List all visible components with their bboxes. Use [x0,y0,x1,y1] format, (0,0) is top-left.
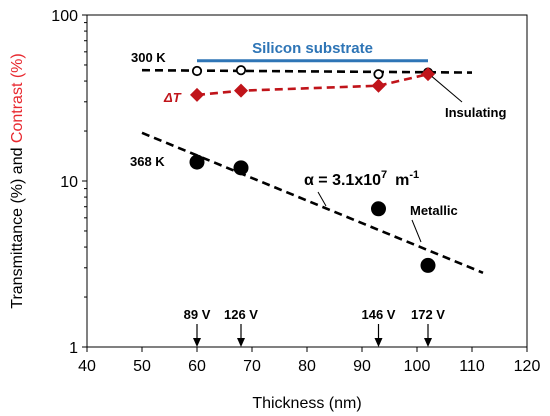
voltage-arrow-head [424,338,432,347]
-t-fit-line [196,72,429,97]
insulating-leader [431,76,463,103]
silicon-substrate-label: Silicon substrate [252,40,373,57]
x-tick-label: 60 [188,358,206,375]
point-delta-t [190,87,204,102]
voltage-markers: 89 V 126 V 146 V 172 V [184,307,445,347]
x-tick-label: 110 [459,358,485,375]
x-tick-label: 120 [514,358,541,375]
x-tick-label: 100 [404,358,431,375]
plot-points [189,65,436,273]
voltage-arrow-head [193,338,201,347]
label-368k: 368 K [130,154,165,169]
y-tick-label: 10 [60,174,78,191]
voltage-label: 126 V [224,307,258,322]
y-tick-label: 1 [69,340,78,357]
x-tick-label: 50 [133,358,151,375]
alpha-prefix: α = 3.1x10 [304,172,381,189]
x-axis-title: Thickness (nm) [252,395,361,412]
300-k-fit-line [141,68,473,74]
alpha-exponent: 7 [381,169,387,181]
label-delta-t: ΔT [163,90,182,105]
y-axis-title-part: Transmittance (%) and [9,143,26,309]
point-300k [191,65,203,77]
point-300k [235,65,247,76]
y-ticks: 1 10 100 [51,8,87,357]
alpha-unit-exponent: -1 [409,169,419,181]
point-368k [189,154,205,170]
x-tick-label: 40 [78,358,96,375]
metallic-leader [411,219,422,243]
point-delta-t [234,83,248,98]
x-tick-label: 70 [243,358,261,375]
alpha-annotation: α = 3.1x107 m-1 [304,169,419,189]
voltage-label: 172 V [411,307,445,322]
point-368k [371,201,386,217]
label-insulating: Insulating [445,105,506,120]
x-ticks: 40 50 60 70 80 90 100 110 120 [78,347,540,375]
x-tick-label: 90 [353,358,371,375]
point-delta-t [371,78,386,93]
point-368k [420,257,436,273]
alpha-leader [317,191,327,207]
point-delta-t [421,67,435,82]
x-tick-label: 80 [298,358,316,375]
alpha-unit: m [395,172,409,189]
y-tick-label: 100 [51,8,78,25]
label-300k: 300 K [131,50,166,65]
point-368k [233,160,249,176]
voltage-label: 146 V [362,307,396,322]
point-300k [373,69,384,80]
voltage-arrow-head [374,338,383,347]
voltage-label: 89 V [184,307,211,322]
label-metallic: Metallic [410,203,458,218]
y-axis-title-contrast: Contrast (%) [9,53,26,143]
368-k-fit-line [141,131,484,274]
y-axis-title: Transmittance (%) and Contrast (%) [9,53,26,308]
voltage-arrow-head [237,338,245,347]
